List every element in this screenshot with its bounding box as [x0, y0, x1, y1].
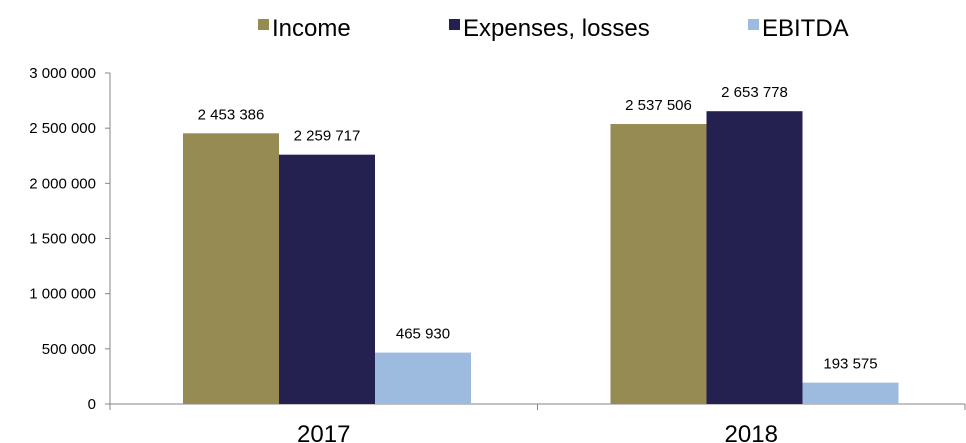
- chart-legend: Income Expenses, losses EBITDA: [258, 15, 849, 42]
- y-tick-label: 500 000: [42, 341, 96, 358]
- data-label-2018-2: 2 653 778: [721, 84, 788, 101]
- bar-2018-1: [610, 124, 707, 404]
- legend-swatch-3: [748, 19, 759, 30]
- legend-swatch-2: [449, 19, 460, 30]
- legend-label-3: EBITDA: [762, 15, 849, 42]
- x-axis: 2017 2018: [109, 403, 966, 443]
- bar-2017-3: [375, 352, 471, 404]
- data-label-2017-2: 2 259 717: [294, 128, 361, 145]
- bar-2017-1: [183, 133, 279, 404]
- x-category-label: 2017: [297, 421, 350, 443]
- data-label-2017-1: 2 453 386: [198, 106, 265, 123]
- data-label-2017-3: 465 930: [396, 326, 450, 343]
- data-label-2018-3: 193 575: [823, 356, 877, 373]
- bar-2018-2: [706, 111, 803, 404]
- y-axis: 0 500 000 1 000 000 1 500 000 2 000 000 2 500…: [29, 65, 111, 413]
- x-category-label: 2018: [725, 421, 778, 443]
- y-tick-label: 1 500 000: [29, 231, 96, 248]
- legend-swatch-1: [258, 19, 269, 30]
- y-tick-label: 2 000 000: [29, 175, 96, 192]
- bar-2017-2: [279, 154, 375, 404]
- y-tick-label: 3 000 000: [29, 65, 96, 82]
- bar-2018-3: [802, 382, 899, 404]
- y-tick-label: 0: [88, 396, 96, 413]
- y-tick-label: 1 000 000: [29, 286, 96, 303]
- data-labels: 2 453 386 2 259 717 465 930 2 537 506 2 653 …: [198, 84, 878, 372]
- bars: [183, 111, 899, 404]
- y-tick-label: 2 500 000: [29, 120, 96, 137]
- data-label-2018-1: 2 537 506: [625, 97, 692, 114]
- legend-label-1: Income: [272, 15, 351, 42]
- legend-label-2: Expenses, losses: [463, 15, 650, 42]
